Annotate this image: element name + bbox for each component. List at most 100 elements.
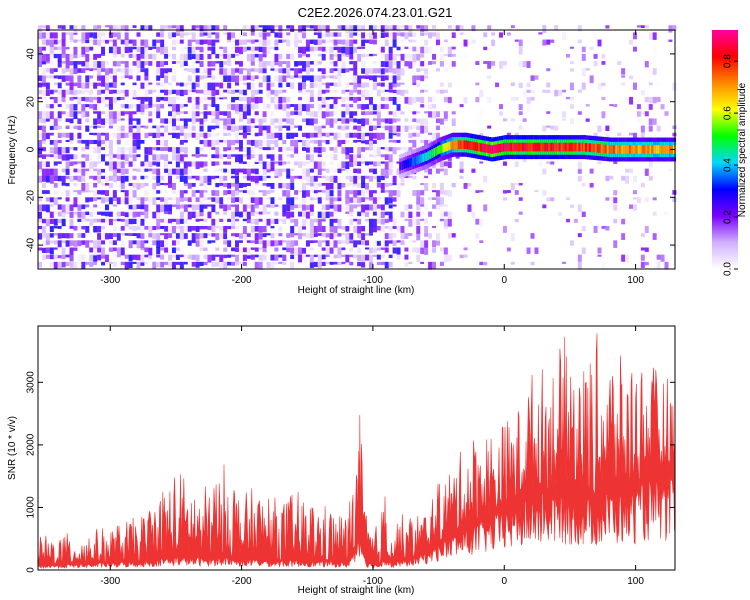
spectrogram-cell <box>365 82 370 88</box>
spectrogram-cell <box>463 247 468 251</box>
spectrogram-cell <box>104 32 109 40</box>
spectrogram-cell <box>290 68 295 71</box>
spectrogram-cell <box>112 211 117 218</box>
spectrogram-cell <box>305 147 310 153</box>
spectrogram-cell <box>104 161 109 166</box>
spectrogram-cell <box>38 89 42 95</box>
spectrogram-cell <box>368 233 373 236</box>
spectrogram-cell <box>235 197 240 203</box>
spectrogram-cell <box>140 247 145 251</box>
spectrogram-cell <box>341 111 346 118</box>
spectrogram-cell <box>187 254 192 260</box>
spectrogram-cell <box>175 233 180 239</box>
spectrogram-cell <box>69 190 74 196</box>
spectrogram-cell <box>108 118 113 125</box>
spectrogram-cell <box>337 53 342 62</box>
spectrogram-cell <box>191 154 196 157</box>
spectrogram-cell <box>581 53 586 61</box>
spectrogram-cell <box>365 204 370 211</box>
spectrogram-cell <box>148 132 153 137</box>
spectrogram-cell <box>57 175 62 182</box>
spectrogram-cell <box>432 32 437 37</box>
spectrogram-cell <box>215 190 220 197</box>
snr-x-ticks: -300 -200 -100 0 100 <box>100 326 644 587</box>
spectrogram-cell <box>140 53 145 59</box>
spectrogram-cell <box>191 82 196 90</box>
spectrogram-cell <box>128 125 133 133</box>
spectrogram-cell <box>250 190 255 196</box>
spectrogram-cell <box>104 233 109 240</box>
y-tick-label: 20 <box>26 96 37 108</box>
spectrogram-cell <box>112 190 117 198</box>
signal-track-cell <box>544 142 548 152</box>
spectrogram-cell <box>112 53 117 58</box>
spectrogram-cell <box>337 32 342 37</box>
spectrogram-cell <box>282 161 287 165</box>
signal-track-cell <box>590 143 594 153</box>
spectrogram-cell <box>305 68 310 75</box>
spectrogram-cell <box>156 168 161 176</box>
spectrogram-cell <box>211 204 216 213</box>
spectrogram-cell <box>301 104 306 112</box>
spectrogram-cell <box>254 261 259 270</box>
spectrogram-cell <box>89 82 94 86</box>
spectrogram-cell <box>577 25 582 32</box>
spectrogram-cell <box>112 46 117 54</box>
spectrogram-cell <box>41 75 46 83</box>
spectrogram-cell <box>101 261 106 266</box>
spectrogram-cell <box>120 261 125 266</box>
spectrogram-cell <box>345 182 350 187</box>
spectrogram-cell <box>341 254 346 257</box>
spectrogram-cell <box>148 25 153 31</box>
spectrogram-cell <box>195 211 200 218</box>
spectrogram-cell <box>120 111 125 116</box>
spectrogram-cell <box>396 240 401 243</box>
spectrogram-cell <box>368 197 373 201</box>
spectrogram-cell <box>171 104 176 112</box>
x-tick-label: -300 <box>100 275 120 286</box>
spectrogram-cell <box>329 161 334 166</box>
spectrogram-cell <box>361 225 366 232</box>
spectrogram-cell <box>211 182 216 189</box>
spectrogram-cell <box>238 182 243 189</box>
spectrogram-cell <box>329 204 334 209</box>
spectrogram-cell <box>128 25 133 32</box>
spectrogram-cell <box>345 89 350 92</box>
spectrogram-cell <box>238 161 243 164</box>
spectrogram-cell <box>644 247 649 252</box>
spectrogram-cell <box>357 233 362 239</box>
spectrogram-cell <box>207 139 212 147</box>
spectrogram-cell <box>242 132 247 139</box>
spectrogram-cell <box>294 39 299 48</box>
spectrogram-cell <box>502 197 507 201</box>
spectrogram-cell <box>85 125 90 132</box>
spectrogram-cell <box>294 254 299 260</box>
spectrogram-cell <box>81 182 86 191</box>
spectrogram-cell <box>104 204 109 211</box>
spectrogram-cell <box>270 197 275 205</box>
spectrogram-cell <box>152 197 157 206</box>
spectrogram-cell <box>439 218 444 222</box>
spectrogram-cell <box>435 204 440 210</box>
spectrogram-cell <box>160 104 165 109</box>
spectrogram-cell <box>290 168 295 172</box>
spectrogram-cell <box>432 225 437 229</box>
spectrogram-cell <box>69 211 74 218</box>
spectrogram-cell <box>266 197 271 200</box>
spectrogram-cell <box>262 118 267 123</box>
signal-track-cell <box>583 142 587 152</box>
spectrogram-cell <box>108 147 113 155</box>
spectrogram-cell <box>77 168 82 173</box>
spectrogram-cell <box>274 89 279 97</box>
spectrogram-cell <box>61 89 66 98</box>
spectrogram-cell <box>451 46 456 50</box>
spectrogram-cell <box>372 197 377 204</box>
spectrogram-cell <box>636 118 641 124</box>
spectrogram-cell <box>112 197 117 202</box>
spectrogram-cell <box>112 154 117 158</box>
signal-track-cell <box>416 155 420 165</box>
spectrogram-cell <box>266 89 271 97</box>
spectrogram-cell <box>223 32 228 35</box>
spectrogram-cell <box>195 96 200 105</box>
spectrogram-cell <box>164 204 169 212</box>
